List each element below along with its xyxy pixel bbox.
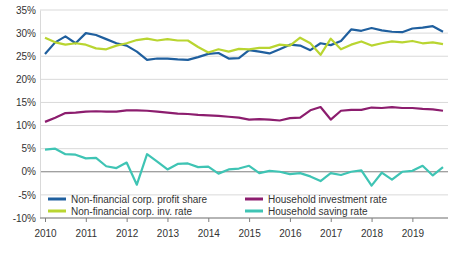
y-tick: 15% — [16, 97, 40, 108]
grid-line — [40, 33, 448, 34]
series-line — [45, 38, 443, 55]
x-tick-mark — [249, 218, 250, 222]
y-tick: 25% — [16, 51, 40, 62]
x-tick: 2013 — [157, 218, 180, 239]
series-line — [45, 26, 443, 60]
grid-line — [40, 79, 448, 80]
y-tick-label: 10% — [16, 120, 36, 131]
x-tick-label: 2011 — [76, 228, 98, 239]
legend-swatch — [48, 210, 66, 213]
x-axis: 2010 2011 2012 2013 2014 2015 2016 2017 2018 2019 — [34, 218, 448, 239]
x-tick-mark — [45, 218, 46, 222]
y-tick-label: 35% — [16, 5, 36, 16]
x-tick: 2010 — [34, 218, 57, 239]
y-tick: 30% — [16, 28, 40, 39]
x-tick-label: 2019 — [402, 228, 425, 239]
grid-line — [40, 148, 448, 149]
legend-label: Non-financial corp. inv. rate — [71, 206, 192, 217]
x-tick-mark — [127, 218, 128, 222]
x-tick-mark — [412, 218, 413, 222]
x-tick: 2016 — [279, 218, 302, 239]
x-tick: 2018 — [361, 218, 384, 239]
y-tick-label: 5% — [22, 143, 37, 154]
y-tick: 35% — [16, 5, 40, 16]
y-tick-label: 30% — [16, 28, 36, 39]
chart: -10%-5%0%5%10%15%20%25%30%35%20102011201… — [0, 0, 454, 253]
x-tick-label: 2016 — [279, 228, 302, 239]
y-tick: -5% — [18, 190, 40, 201]
y-tick-label: -5% — [18, 190, 36, 201]
y-tick-label: 15% — [16, 97, 36, 108]
y-tick-label: 25% — [16, 51, 36, 62]
y-tick: -10% — [13, 213, 40, 224]
lines — [45, 26, 443, 185]
x-tick-mark — [208, 218, 209, 222]
grid-line — [40, 218, 448, 219]
x-tick-label: 2012 — [116, 228, 139, 239]
grid-line — [40, 125, 448, 126]
x-tick-label: 2013 — [157, 228, 180, 239]
legend-label: Non-financial corp. profit share — [71, 194, 208, 205]
legend-label: Household saving rate — [268, 206, 368, 217]
y-tick-label: 0% — [22, 166, 37, 177]
x-tick: 2017 — [320, 218, 343, 239]
legend: Non-financial corp. profit share Househol… — [48, 194, 387, 217]
y-axis: -10% -5% 0% 5% 10% 15% 20% 25% 30% 35% — [13, 5, 41, 224]
x-tick-label: 2017 — [320, 228, 343, 239]
legend-swatch — [48, 198, 66, 201]
y-tick: 20% — [16, 74, 40, 85]
series-line — [45, 107, 443, 122]
grid-line — [40, 56, 448, 57]
legend-swatch — [245, 210, 263, 213]
x-tick: 2011 — [76, 218, 98, 239]
x-tick: 2019 — [402, 218, 425, 239]
y-tick-label: 20% — [16, 74, 36, 85]
y-tick: 0% — [22, 166, 40, 177]
series-line — [45, 149, 443, 186]
x-tick-label: 2015 — [238, 228, 261, 239]
x-tick: 2014 — [198, 218, 221, 239]
x-tick-label: 2018 — [361, 228, 384, 239]
x-tick-mark — [86, 218, 87, 222]
grid-line — [40, 171, 448, 172]
y-axis-line — [40, 11, 41, 219]
legend-swatch — [245, 198, 263, 201]
x-tick-label: 2014 — [198, 228, 221, 239]
grid — [40, 10, 448, 218]
grid-line — [40, 102, 448, 103]
grid-line — [40, 10, 448, 11]
x-axis-line — [40, 218, 448, 219]
x-tick-mark — [167, 218, 168, 222]
x-tick-label: 2010 — [34, 228, 57, 239]
x-tick-mark — [290, 218, 291, 222]
x-tick-mark — [372, 218, 373, 222]
y-tick: 10% — [16, 120, 40, 131]
legend-label: Household investment rate — [268, 194, 387, 205]
x-tick-mark — [331, 218, 332, 222]
y-tick: 5% — [22, 143, 40, 154]
x-tick: 2012 — [116, 218, 139, 239]
x-tick: 2015 — [238, 218, 261, 239]
y-tick-label: -10% — [13, 213, 36, 224]
